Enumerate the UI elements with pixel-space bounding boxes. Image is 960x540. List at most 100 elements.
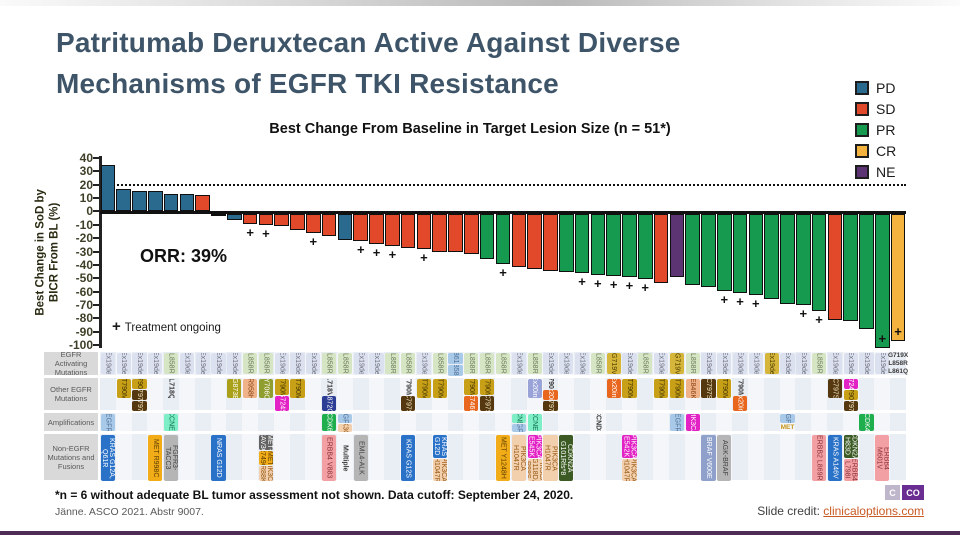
matrix-cell-t790m: T790M [543, 379, 557, 389]
matrix-cell-l858r: L858R [432, 353, 447, 374]
matrix-cell-cdkn2a-g101rfs-8: CDKN2A G101Rfs*8 [559, 435, 574, 481]
matrix-cell-ex19del: Ex19del [827, 353, 842, 374]
matrix-cell-met-cav3g: MET-CAV3G [258, 435, 274, 450]
footnote: *n = 6 without adequate BL tumor assessm… [55, 488, 574, 502]
matrix-cell-ex19del: Ex19del [100, 353, 115, 374]
matrix-cell-l861q: L861Q [448, 353, 463, 364]
matrix-cell-ex19del: Ex19del [195, 353, 210, 374]
legend-label-SD: SD [876, 100, 896, 117]
y-tick-mark-40 [93, 157, 99, 159]
ongoing-plus-mark: + [578, 274, 586, 290]
matrix-cell-kras-g12a-q61r: KRAS G12A, Q61R [100, 435, 115, 481]
waterfall-bar-21-SD [416, 214, 432, 250]
y-tick-label--40: -40 [75, 257, 93, 272]
matrix-cell-erbb4-m601v: ERBB4 M601V [875, 435, 890, 481]
matrix-cell-l858r: L858R [337, 353, 353, 374]
matrix-cell-c797g: C797G [132, 390, 147, 400]
matrix-cell-nras-g12d: NRAS G12D [211, 435, 226, 481]
matrix-row-gap [100, 410, 906, 413]
legend-item-PD: PD [855, 77, 896, 98]
waterfall-bar-46-PR [811, 214, 827, 311]
waterfall-bar-41-PR [732, 214, 748, 294]
matrix-column-stripe [637, 352, 654, 480]
waterfall-bar-42-PR [748, 214, 764, 295]
ongoing-plus-mark: + [499, 264, 507, 280]
y-tick-label--30: -30 [75, 244, 93, 259]
matrix-cell-ex19del: Ex19del [701, 353, 716, 374]
matrix-cell-ex19del: Ex19del [353, 353, 368, 374]
legend-label-CR: CR [876, 142, 897, 159]
matrix-cell-l858r: L858R [448, 365, 463, 376]
matrix-column-stripe [795, 352, 812, 480]
matrix-cell-egfr: EGFR [669, 414, 684, 431]
legend-swatch-SD [855, 101, 869, 116]
matrix-cell-g873e: G873E [227, 379, 242, 398]
matrix-cell-pik3ca-h1047r: PIK3CA H1047R [543, 435, 558, 481]
matrix-cell-t790m: T790M [464, 379, 479, 395]
matrix-cell-ccne1: CCNE1 [511, 414, 526, 423]
matrix-cell-multiple: Multiple [341, 444, 349, 472]
slide-title-line2: Mechanisms of EGFR TKI Resistance [56, 68, 559, 100]
matrix-cell-t790m: T790M [416, 379, 432, 398]
y-tick-mark-0 [93, 210, 99, 213]
waterfall-bar-45-PR [795, 214, 811, 306]
waterfall-bar-4-PD [148, 191, 163, 212]
matrix-cell-t790m: T790M [717, 379, 732, 398]
matrix-cell-egfr: EGFR [337, 414, 353, 423]
y-axis-title-line1: Best Change in SoD by [34, 189, 47, 316]
legend-swatch-PR [855, 122, 869, 137]
matrix-cell-ccnd3: CCND3 [594, 414, 602, 431]
waterfall-bar-38-PR [685, 214, 700, 286]
matrix-cell-erbb2-l869r: ERBB2 L869R [811, 435, 827, 481]
y-tick-label-40: 40 [79, 151, 93, 165]
matrix-cell-t790m: T790M [290, 379, 305, 398]
ongoing-plus-mark: + [878, 331, 887, 346]
matrix-cell-g724s: G724S [843, 379, 858, 389]
cco-logo: C CO [885, 485, 924, 500]
y-tick-mark--50 [93, 277, 99, 280]
slide-credit-label: Slide credit: [757, 504, 824, 518]
matrix-cell-g719x: G719X [887, 352, 909, 360]
matrix-cell-e846k: E846K [685, 379, 700, 398]
matrix-cell-ex19del: Ex19del [148, 353, 163, 374]
waterfall-bar-22-SD [432, 214, 448, 252]
mutation-matrix: Ex19del EGFR KRAS G12A, Q61R Ex19del T790M Ex… [100, 352, 909, 481]
waterfall-bar-33-PR [606, 214, 621, 276]
y-tick-label--90: -90 [75, 324, 93, 339]
matrix-cell-pik3ca-e542k: PIK3CA E542K [622, 435, 637, 458]
y-tick-mark--100 [93, 344, 99, 346]
waterfall-bar-32-PR [590, 214, 606, 275]
y-tick-label-30: 30 [79, 164, 93, 179]
waterfall-bar-23-SD [448, 214, 463, 252]
y-tick-label-10: 10 [79, 191, 93, 206]
matrix-column-stripe [763, 352, 780, 480]
waterfall-bar-51-CR [890, 214, 906, 342]
matrix-cell-t790m: T790M [132, 379, 147, 389]
ongoing-plus-mark: + [815, 311, 823, 327]
waterfall-bar-16-PD [337, 214, 353, 240]
matrix-cell-g719v: G719V [606, 353, 621, 374]
matrix-cell-egfr: EGFR [100, 414, 115, 431]
ongoing-plus-mark: + [625, 278, 634, 294]
matrix-cell-ex19del: Ex19del [843, 353, 858, 374]
treatment-ongoing-key: + Treatment ongoing [112, 318, 221, 335]
matrix-cell-l858r: L858R [243, 353, 258, 374]
bottom-accent-bar [0, 531, 960, 535]
matrix-cell-ex19del: Ex19del [622, 353, 637, 374]
slide-title: Patritumab Deruxtecan Active Against Div… [56, 22, 876, 105]
matrix-cell-r958h: R958H [243, 379, 258, 398]
matrix-row-label-3: Amplifications [44, 413, 98, 431]
matrix-cell-pik3ca: PIK3CA [337, 423, 353, 432]
clinicaloptions-link[interactable]: clinicaloptions.com [823, 504, 924, 518]
y-tick-mark--30 [93, 250, 99, 253]
matrix-cell-ex19del: Ex19del [179, 353, 195, 374]
matrix-cell-t790m: T790M [432, 379, 447, 398]
orr-annotation: ORR: 39% [140, 246, 228, 266]
matrix-cell-ex19del: Ex19del [132, 353, 147, 374]
matrix-cell-ex19del: Ex19del [116, 353, 131, 374]
matrix-column-stripe [368, 352, 385, 480]
matrix-cell-egfr: EGFR [780, 414, 795, 423]
waterfall-bar-12-SD [274, 214, 290, 227]
matrix-row-gap [100, 375, 906, 378]
waterfall-bar-25-PR [479, 214, 495, 259]
